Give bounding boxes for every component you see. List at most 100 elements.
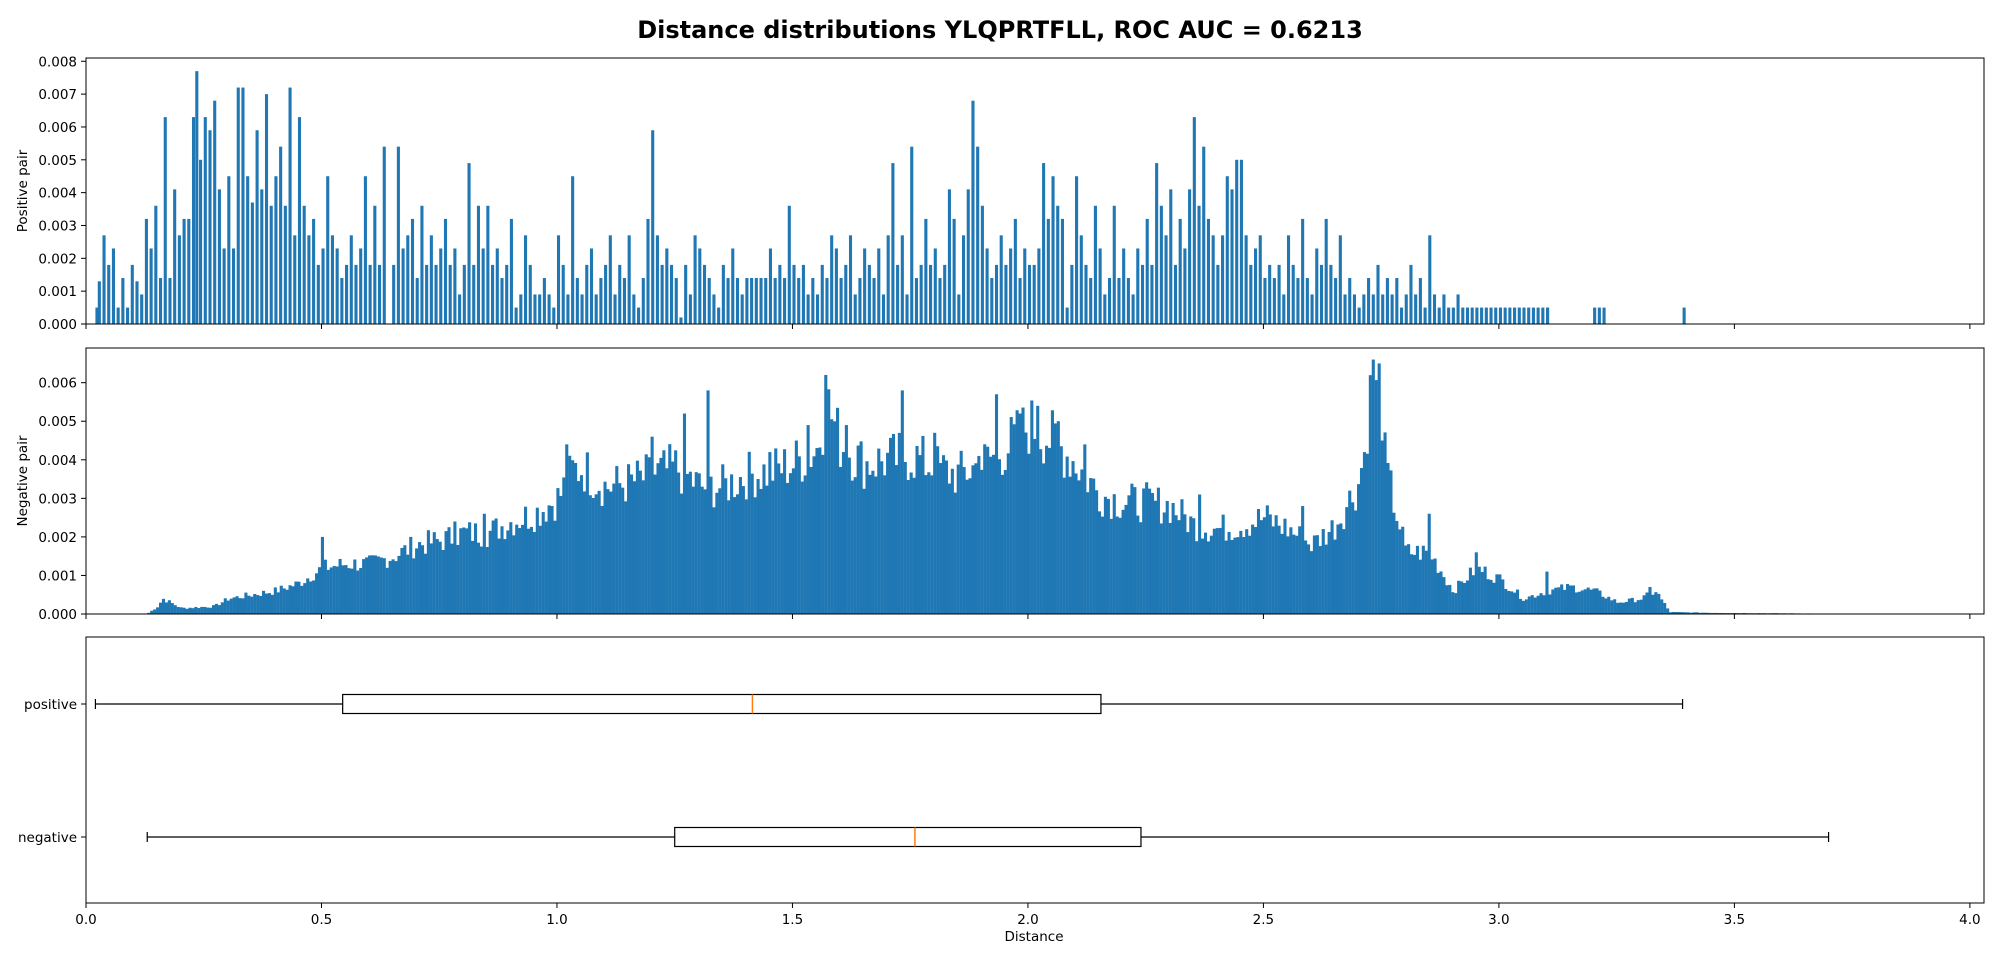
histogram-bar [930, 475, 934, 614]
histogram-bar [509, 218, 513, 324]
histogram-bar [853, 294, 857, 324]
histogram-bar [806, 425, 810, 614]
histogram-bar [707, 278, 711, 324]
histogram-bar [1607, 596, 1611, 614]
histogram-bar [359, 248, 363, 324]
histogram-bar [1277, 264, 1281, 324]
histogram-bar [556, 488, 560, 614]
histogram-bar [1683, 612, 1687, 614]
histogram-bar [650, 436, 654, 614]
histogram-bar [1383, 432, 1387, 614]
histogram-bar [897, 432, 901, 614]
histogram-bar [653, 474, 657, 614]
histogram-bar [1236, 537, 1240, 614]
histogram-bar [1262, 517, 1266, 614]
histogram-bar [309, 581, 313, 614]
x-tick-label: 4.0 [1959, 912, 1980, 928]
histogram-bar [724, 478, 728, 614]
histogram-bar [1291, 264, 1295, 324]
histogram-bar [771, 480, 775, 614]
histogram-bar [881, 294, 886, 324]
box-iqr [674, 826, 1142, 848]
histogram-bar [1666, 608, 1670, 614]
histogram-bar [541, 512, 545, 614]
histogram-bar [1155, 163, 1159, 324]
histogram-bar [801, 264, 805, 324]
histogram-bar [745, 278, 749, 324]
histogram-bar [1024, 432, 1028, 614]
histogram-bar [1495, 574, 1499, 614]
histogram-bar [1454, 593, 1458, 614]
histogram-bar [147, 612, 151, 614]
histogram-bar [524, 235, 528, 324]
histogram-bar [481, 248, 485, 324]
histogram-bar [473, 523, 478, 614]
x-tick-label: 1.0 [546, 912, 567, 928]
histogram-bar [950, 468, 954, 614]
histogram-bar [1395, 520, 1399, 614]
histogram-bar [365, 557, 369, 614]
histogram-bar [671, 461, 675, 614]
histogram-bar [1398, 529, 1402, 614]
histogram-bar [1173, 264, 1178, 324]
histogram-bar [1489, 307, 1493, 324]
histogram-bar [703, 489, 707, 614]
histogram-bar [476, 205, 480, 324]
histogram-bar [1159, 523, 1163, 614]
histogram-bar [1704, 612, 1708, 614]
histogram-bar [627, 235, 631, 324]
histogram-bar [1206, 541, 1210, 614]
histogram-bar [111, 248, 115, 324]
histogram-bar [203, 117, 207, 324]
histogram-bar [238, 598, 242, 614]
histogram-bar [863, 248, 867, 324]
histogram-bar [195, 71, 199, 324]
y-tick-label: 0.003 [38, 491, 77, 507]
histogram-bar [330, 235, 334, 324]
histogram-bar [506, 530, 510, 614]
histogram-bar [1689, 612, 1693, 614]
histogram-bar [839, 278, 843, 324]
histogram-bar [1165, 500, 1169, 614]
histogram-bar [1249, 264, 1253, 324]
histogram-bar [1484, 307, 1488, 324]
histogram-bar [764, 278, 768, 324]
histogram-bar [647, 457, 651, 614]
histogram-bar [1298, 526, 1302, 614]
histogram-bar [1571, 585, 1575, 614]
histogram-bar [594, 494, 598, 614]
histogram-bar [187, 218, 191, 324]
histogram-bar [438, 541, 442, 614]
histogram-bar [825, 278, 829, 324]
histogram-bar [274, 176, 278, 324]
histogram-bar [632, 294, 636, 324]
histogram-bar [1056, 421, 1060, 614]
histogram-bar [877, 448, 881, 614]
histogram-bar [1301, 218, 1305, 324]
histogram-bar [721, 264, 725, 324]
histogram-bar [1513, 592, 1517, 614]
histogram-bar [1192, 117, 1196, 324]
histogram-bar [738, 477, 742, 614]
histogram-bar [1095, 490, 1099, 614]
histogram-bar [858, 278, 862, 324]
histogram-bar [177, 235, 181, 324]
histogram-bar [1112, 205, 1116, 324]
histogram-bar [1642, 595, 1646, 614]
histogram-bar [441, 549, 445, 614]
y-axis-label: Negative pair [15, 435, 31, 526]
histogram-bar [1305, 278, 1309, 324]
histogram-bar [1216, 264, 1220, 324]
histogram-bar [1442, 294, 1446, 324]
histogram-bar [288, 585, 292, 614]
histogram-bar [1251, 524, 1255, 614]
histogram-bar [812, 456, 816, 614]
histogram-bar [629, 474, 634, 614]
histogram-bar [1521, 600, 1525, 614]
histogram-bar [1421, 545, 1425, 614]
histogram-bar [740, 294, 744, 324]
histogram-bar [529, 526, 533, 614]
histogram-bar [655, 235, 659, 324]
histogram-bar [797, 456, 801, 614]
histogram-bar [1221, 514, 1225, 614]
